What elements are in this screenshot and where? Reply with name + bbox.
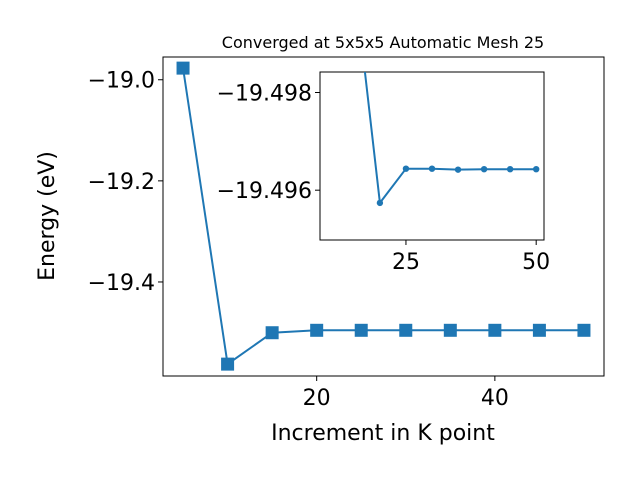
main-series-line: [182, 67, 584, 366]
main-data-point: [310, 323, 324, 337]
main-data-point: [265, 326, 279, 340]
inset-series: [363, 72, 540, 207]
inset-data-point: [428, 165, 436, 172]
inset-x-tick-label: 50: [522, 250, 550, 275]
inset-y-tick-label: −19.496: [217, 179, 312, 204]
main-tick-marks: 20 40 −19.0 −19.2 −19.4: [88, 69, 509, 411]
main-clipped-area: [182, 67, 584, 366]
y-axis-label: Energy (eV): [35, 151, 60, 281]
inset-data-point: [454, 166, 462, 173]
inset-series-line: [363, 72, 537, 206]
inset-x-tick-label: 25: [392, 250, 420, 275]
main-y-tick-label: −19.0: [88, 69, 155, 94]
main-data-point: [354, 323, 368, 337]
chart-title: Converged at 5x5x5 Automatic Mesh 25: [222, 33, 544, 52]
inset-data-point: [376, 199, 384, 207]
main-y-tick-label: −19.4: [88, 271, 155, 296]
main-y-tick-label: −19.2: [88, 170, 155, 195]
inset-data-point: [402, 165, 410, 172]
main-x-tick-label: 40: [481, 386, 509, 411]
main-data-point: [577, 323, 591, 337]
main-data-point: [399, 323, 413, 337]
inset-data-point: [506, 165, 514, 173]
main-data-point: [488, 323, 502, 337]
inset-tick-marks: 25 50 −19.498 −19.496: [217, 82, 551, 275]
inset-data-point: [532, 165, 540, 173]
inset-y-tick-label: −19.498: [217, 82, 312, 107]
main-series: [176, 61, 591, 371]
main-x-tick-label: 20: [303, 386, 331, 411]
main-data-point: [221, 357, 235, 371]
x-axis-label: Increment in K point: [271, 421, 495, 446]
main-data-point: [176, 61, 190, 75]
main-data-point: [443, 323, 457, 337]
inset-data-point: [480, 165, 488, 173]
inset-plot-frame: [319, 71, 545, 241]
main-data-point: [532, 323, 546, 337]
inset-axes: 25 50 −19.498 −19.496: [217, 71, 551, 275]
inset-clipped-area: [363, 72, 540, 207]
